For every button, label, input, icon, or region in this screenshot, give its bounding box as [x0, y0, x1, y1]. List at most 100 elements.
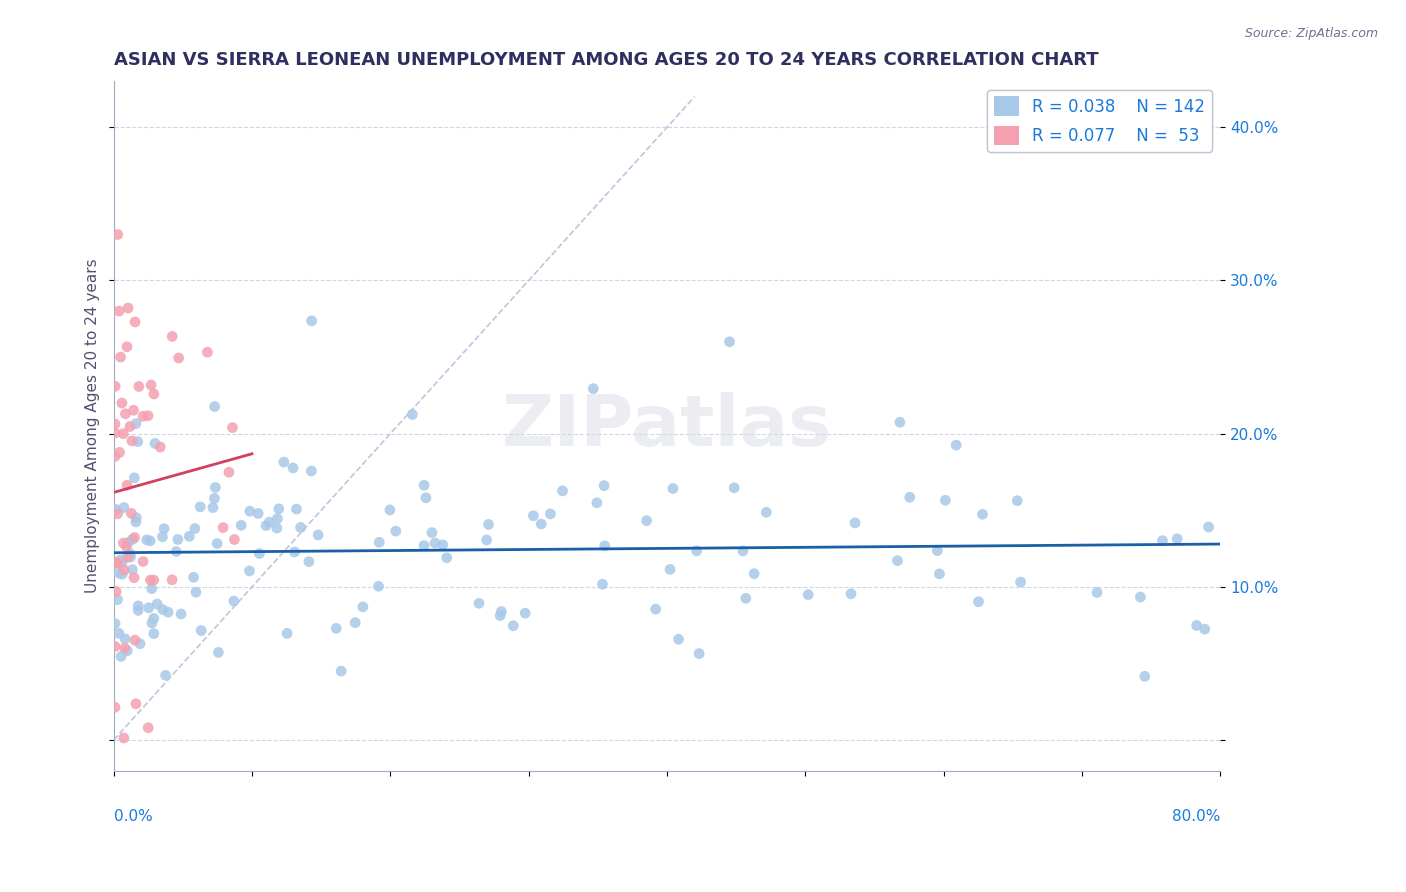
Asians	[117, 644, 139, 658]
Asians	[204, 480, 226, 494]
Sierra Leoneans	[115, 340, 138, 354]
Sierra Leoneans	[132, 409, 155, 424]
Asians	[231, 518, 253, 533]
Asians	[384, 524, 406, 538]
Y-axis label: Unemployment Among Ages 20 to 24 years: Unemployment Among Ages 20 to 24 years	[86, 259, 100, 593]
Asians	[153, 522, 176, 536]
Asians	[207, 645, 229, 659]
Asians	[1129, 590, 1152, 604]
Sierra Leoneans	[104, 379, 127, 393]
Legend: R = 0.038    N = 142, R = 0.077    N =  53: R = 0.038 N = 142, R = 0.077 N = 53	[987, 90, 1212, 152]
Asians	[432, 538, 454, 552]
Asians	[797, 588, 820, 602]
Asians	[491, 605, 513, 619]
Sierra Leoneans	[108, 304, 131, 318]
Asians	[170, 607, 193, 621]
Asians	[593, 478, 616, 492]
Asians	[688, 647, 710, 661]
Asians	[254, 518, 277, 533]
Sierra Leoneans	[107, 507, 129, 521]
Asians	[142, 611, 165, 625]
Sierra Leoneans	[117, 301, 139, 315]
Asians	[124, 471, 146, 485]
Asians	[267, 501, 290, 516]
Asians	[273, 455, 295, 469]
Asians	[301, 314, 323, 328]
Sierra Leoneans	[167, 351, 190, 365]
Asians	[378, 503, 401, 517]
Asians	[117, 535, 139, 549]
Sierra Leoneans	[136, 721, 159, 735]
Asians	[662, 482, 685, 496]
Sierra Leoneans	[124, 531, 146, 545]
Asians	[108, 626, 131, 640]
Asians	[591, 577, 613, 591]
Sierra Leoneans	[114, 641, 136, 656]
Asians	[1133, 669, 1156, 683]
Asians	[110, 649, 132, 664]
Asians	[839, 587, 862, 601]
Asians	[755, 505, 778, 519]
Asians	[401, 408, 423, 422]
Asians	[298, 555, 321, 569]
Asians	[898, 491, 921, 505]
Asians	[368, 535, 391, 549]
Asians	[139, 533, 162, 548]
Asians	[330, 664, 353, 678]
Sierra Leoneans	[112, 731, 135, 745]
Sierra Leoneans	[118, 419, 141, 434]
Asians	[155, 668, 177, 682]
Sierra Leoneans	[142, 387, 165, 401]
Sierra Leoneans	[122, 571, 145, 585]
Asians	[972, 508, 994, 522]
Sierra Leoneans	[104, 425, 127, 440]
Asians	[307, 528, 329, 542]
Asians	[281, 461, 304, 475]
Asians	[238, 564, 260, 578]
Asians	[143, 436, 166, 450]
Asians	[127, 434, 149, 449]
Text: ZIPatlas: ZIPatlas	[502, 392, 832, 460]
Asians	[120, 550, 142, 565]
Asians	[239, 504, 262, 518]
Sierra Leoneans	[107, 227, 129, 242]
Asians	[276, 626, 298, 640]
Asians	[127, 599, 149, 613]
Asians	[188, 500, 211, 514]
Asians	[121, 563, 143, 577]
Sierra Leoneans	[104, 450, 127, 464]
Sierra Leoneans	[128, 379, 150, 393]
Sierra Leoneans	[120, 507, 142, 521]
Sierra Leoneans	[124, 633, 146, 648]
Sierra Leoneans	[105, 556, 128, 570]
Asians	[593, 539, 616, 553]
Asians	[114, 632, 136, 646]
Asians	[522, 508, 544, 523]
Sierra Leoneans	[122, 403, 145, 417]
Asians	[1010, 574, 1032, 589]
Asians	[718, 334, 741, 349]
Asians	[742, 566, 765, 581]
Asians	[515, 606, 537, 620]
Asians	[1007, 493, 1029, 508]
Sierra Leoneans	[224, 533, 246, 547]
Asians	[104, 616, 127, 631]
Text: Source: ZipAtlas.com: Source: ZipAtlas.com	[1244, 27, 1378, 40]
Asians	[183, 570, 205, 584]
Asians	[659, 562, 682, 576]
Sierra Leoneans	[112, 536, 135, 550]
Sierra Leoneans	[121, 434, 143, 448]
Asians	[352, 599, 374, 614]
Sierra Leoneans	[160, 329, 183, 343]
Asians	[586, 496, 609, 510]
Asians	[165, 544, 187, 558]
Asians	[222, 594, 245, 608]
Sierra Leoneans	[136, 409, 159, 423]
Sierra Leoneans	[115, 540, 138, 554]
Asians	[290, 520, 312, 534]
Asians	[141, 615, 163, 630]
Asians	[184, 522, 207, 536]
Asians	[179, 529, 201, 543]
Asians	[299, 464, 322, 478]
Sierra Leoneans	[105, 584, 128, 599]
